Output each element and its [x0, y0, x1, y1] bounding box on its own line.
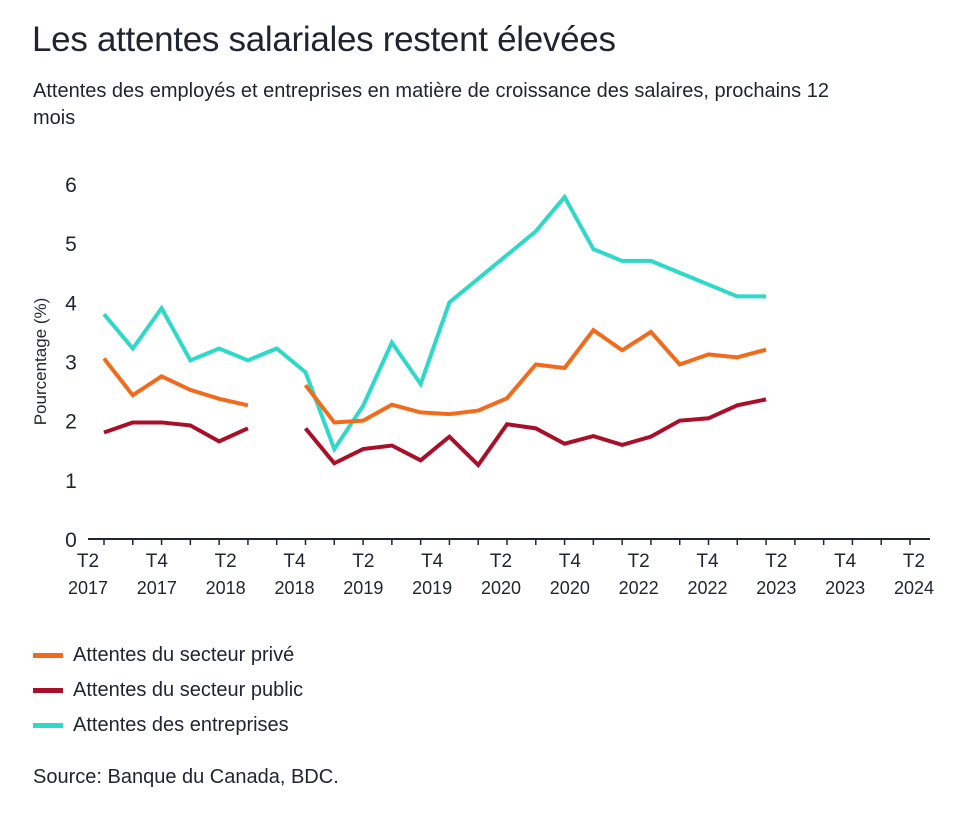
chart-subtitle: Attentes des employés et entreprises en …: [33, 80, 829, 129]
line-chart: Pourcentage (%) 0 1 2 3 4 5 6 T2 2017 T4 2017 T2 2018…: [31, 174, 934, 598]
legend-label-business: Attentes des entreprises: [73, 714, 289, 736]
legend-item-business: Attentes des entreprises: [33, 708, 303, 743]
legend-swatch-private: [33, 653, 63, 658]
x-tick-label-year: 2022: [687, 578, 727, 598]
x-tick-label-quarter: T4: [696, 551, 719, 572]
y-tick-label: 2: [65, 411, 77, 434]
legend: Attentes du secteur privé Attentes du se…: [33, 638, 303, 743]
x-tick-label-quarter: T4: [146, 551, 169, 572]
x-tick-label-year: 2019: [412, 578, 452, 598]
y-tick-label: 1: [65, 470, 77, 493]
series-line-0: [303, 327, 767, 425]
x-tick-label-quarter: T4: [834, 551, 857, 572]
series-line-1: [303, 397, 767, 469]
x-tick-label-year: 2022: [619, 578, 659, 598]
series-line-0: [102, 357, 249, 408]
x-tick-label-year: 2023: [825, 578, 865, 598]
x-tick-label-quarter: T2: [215, 551, 237, 572]
x-tick-label-year: 2020: [481, 578, 521, 598]
y-tick-label: 3: [65, 352, 77, 375]
x-tick-label-year: 2020: [550, 578, 590, 598]
x-tick-label-year: 2017: [137, 578, 177, 598]
x-tick-label-year: 2018: [206, 578, 246, 598]
x-tick-label-quarter: T4: [421, 551, 444, 572]
x-tick-label-quarter: T2: [903, 551, 925, 572]
y-tick-label: 4: [65, 292, 77, 315]
y-tick-label: 0: [65, 529, 77, 552]
x-tick-label-quarter: T2: [765, 551, 787, 572]
legend-label-public: Attentes du secteur public: [73, 679, 304, 701]
legend-item-public: Attentes du secteur public: [33, 673, 303, 708]
x-tick-label-quarter: T2: [628, 551, 650, 572]
x-tick-label-quarter: T2: [490, 551, 512, 572]
legend-item-private: Attentes du secteur privé: [33, 638, 303, 673]
chart-title: Les attentes salariales restent élevées: [32, 20, 616, 59]
y-tick-label: 6: [65, 174, 77, 197]
x-tick-label-year: 2018: [274, 578, 314, 598]
x-tick-label-quarter: T4: [283, 551, 306, 572]
x-tick-label-quarter: T4: [559, 551, 582, 572]
x-tick-label-quarter: T2: [77, 551, 99, 572]
y-axis-label: Pourcentage (%): [31, 298, 50, 426]
x-tick-label-year: 2024: [894, 578, 934, 598]
source-note: Source: Banque du Canada, BDC.: [33, 766, 339, 788]
x-tick-label-year: 2017: [68, 578, 108, 598]
y-tick-label: 5: [65, 233, 77, 256]
legend-label-private: Attentes du secteur privé: [73, 644, 295, 666]
legend-swatch-public: [33, 688, 63, 693]
series-line-2: [102, 193, 767, 454]
series-line-1: [103, 420, 249, 444]
x-tick-label-year: 2023: [756, 578, 796, 598]
legend-swatch-business: [33, 723, 63, 728]
x-tick-label-year: 2019: [343, 578, 383, 598]
x-tick-label-quarter: T2: [352, 551, 374, 572]
